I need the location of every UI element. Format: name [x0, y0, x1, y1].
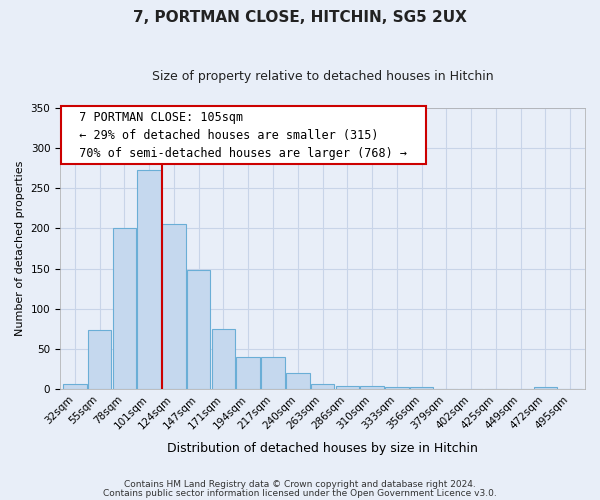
Bar	[63, 384, 86, 389]
Bar	[385, 387, 409, 389]
Bar	[286, 373, 310, 389]
Bar	[162, 224, 185, 389]
Text: Contains HM Land Registry data © Crown copyright and database right 2024.: Contains HM Land Registry data © Crown c…	[124, 480, 476, 489]
Text: Contains public sector information licensed under the Open Government Licence v3: Contains public sector information licen…	[103, 488, 497, 498]
Bar	[137, 170, 161, 389]
Bar	[410, 387, 433, 389]
Bar	[88, 330, 112, 389]
Bar	[360, 386, 384, 389]
X-axis label: Distribution of detached houses by size in Hitchin: Distribution of detached houses by size …	[167, 442, 478, 455]
Text: 7, PORTMAN CLOSE, HITCHIN, SG5 2UX: 7, PORTMAN CLOSE, HITCHIN, SG5 2UX	[133, 10, 467, 25]
Title: Size of property relative to detached houses in Hitchin: Size of property relative to detached ho…	[152, 70, 493, 83]
Y-axis label: Number of detached properties: Number of detached properties	[15, 161, 25, 336]
Bar	[187, 270, 211, 389]
Text: 7 PORTMAN CLOSE: 105sqm
  ← 29% of detached houses are smaller (315)
  70% of se: 7 PORTMAN CLOSE: 105sqm ← 29% of detache…	[65, 110, 422, 160]
Bar	[533, 387, 557, 389]
Bar	[311, 384, 334, 389]
Bar	[113, 228, 136, 389]
Bar	[335, 386, 359, 389]
Bar	[236, 357, 260, 389]
Bar	[212, 329, 235, 389]
Bar	[261, 357, 285, 389]
